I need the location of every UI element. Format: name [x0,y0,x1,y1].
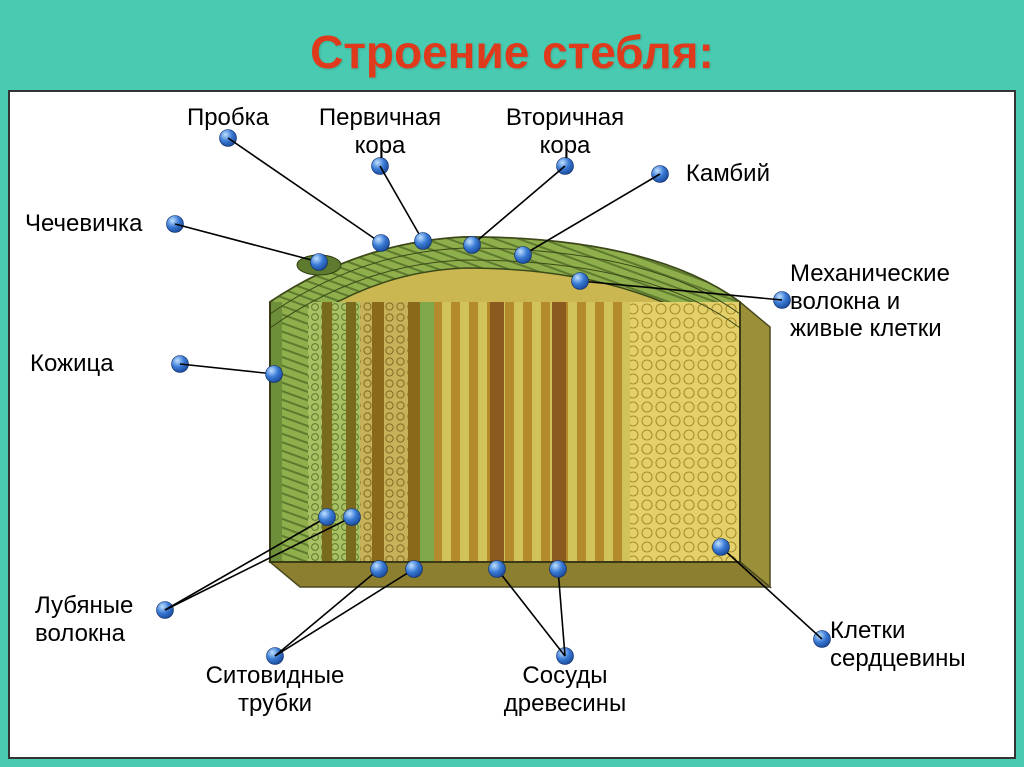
label-chechevichka: Чечевичка [25,210,142,238]
page-title: Строение стебля: [0,25,1024,79]
label-mech: Механические волокна и живые клетки [790,260,950,343]
diagram-frame: Пробка Первичная кора Вторичная кора Камбий… [8,90,1016,759]
label-kletki: Клетки сердцевины [830,617,966,672]
label-pervichnaya: Первичная кора [319,104,441,159]
label-sitovidnye: Ситовидные трубки [206,662,345,717]
label-kozhitsa: Кожица [30,350,114,378]
label-kambiy: Камбий [686,160,770,188]
label-vtorichnaya: Вторичная кора [506,104,624,159]
labels-layer: Пробка Первичная кора Вторичная кора Камбий… [10,92,1014,757]
label-probka: Пробка [187,104,269,132]
label-sosudy: Сосуды древесины [504,662,626,717]
label-lubyanye: Лубяные волокна [35,592,133,647]
page: Строение стебля: [0,0,1024,767]
